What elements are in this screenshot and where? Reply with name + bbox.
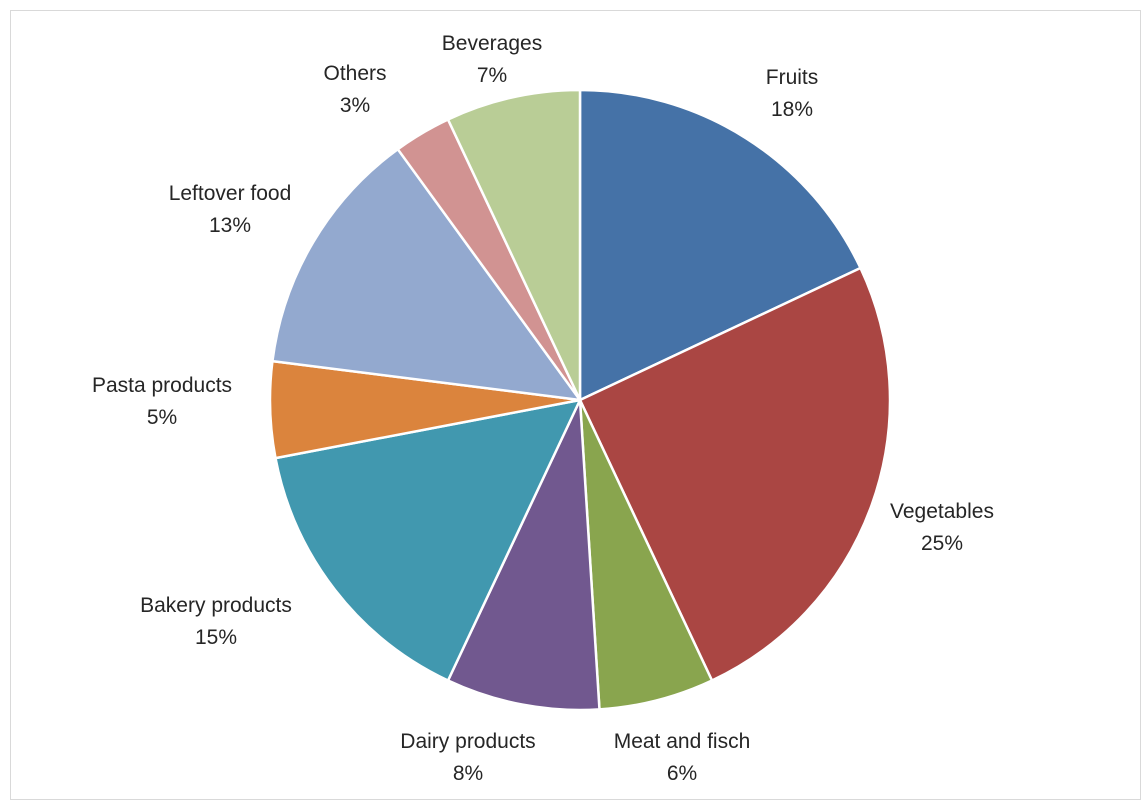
slice-percent-pasta-products: 5% <box>147 406 177 429</box>
slice-label-fruits: Fruits <box>766 66 819 89</box>
slice-label-others: Others <box>323 62 386 85</box>
slice-label-pasta-products: Pasta products <box>92 374 232 397</box>
pie-slice-beverages <box>446 88 582 402</box>
slice-percent-dairy-products: 8% <box>453 762 483 782</box>
pie-chart: Fruits 18% Vegetables 25% Meat and fisch 6% Da… <box>92 32 994 782</box>
slice-label-meat-and-fisch: Meat and fisch <box>614 730 751 753</box>
slice-percent-others: 3% <box>340 94 370 117</box>
pie-slice-bakery-products <box>274 398 582 682</box>
pie-slice-vegetables <box>578 266 892 682</box>
slice-percent-fruits: 18% <box>771 98 813 121</box>
pie-slice-leftover-food <box>271 147 582 402</box>
pie-slice-fruits <box>578 88 862 402</box>
slice-label-leftover-food: Leftover food <box>169 182 292 205</box>
pie-slices <box>268 88 892 712</box>
slice-percent-vegetables: 25% <box>921 532 963 555</box>
slice-percent-leftover-food: 13% <box>209 214 251 237</box>
slice-percent-bakery-products: 15% <box>195 626 237 649</box>
slice-percent-beverages: 7% <box>477 64 507 87</box>
pie-slice-dairy-products <box>446 398 601 712</box>
slice-label-vegetables: Vegetables <box>890 500 994 523</box>
slice-percent-meat-and-fisch: 6% <box>667 762 697 782</box>
pie-labels: Fruits 18% Vegetables 25% Meat and fisch 6% Da… <box>92 32 994 782</box>
slice-label-dairy-products: Dairy products <box>400 730 535 753</box>
slice-label-beverages: Beverages <box>442 32 542 55</box>
slice-label-bakery-products: Bakery products <box>140 594 292 617</box>
